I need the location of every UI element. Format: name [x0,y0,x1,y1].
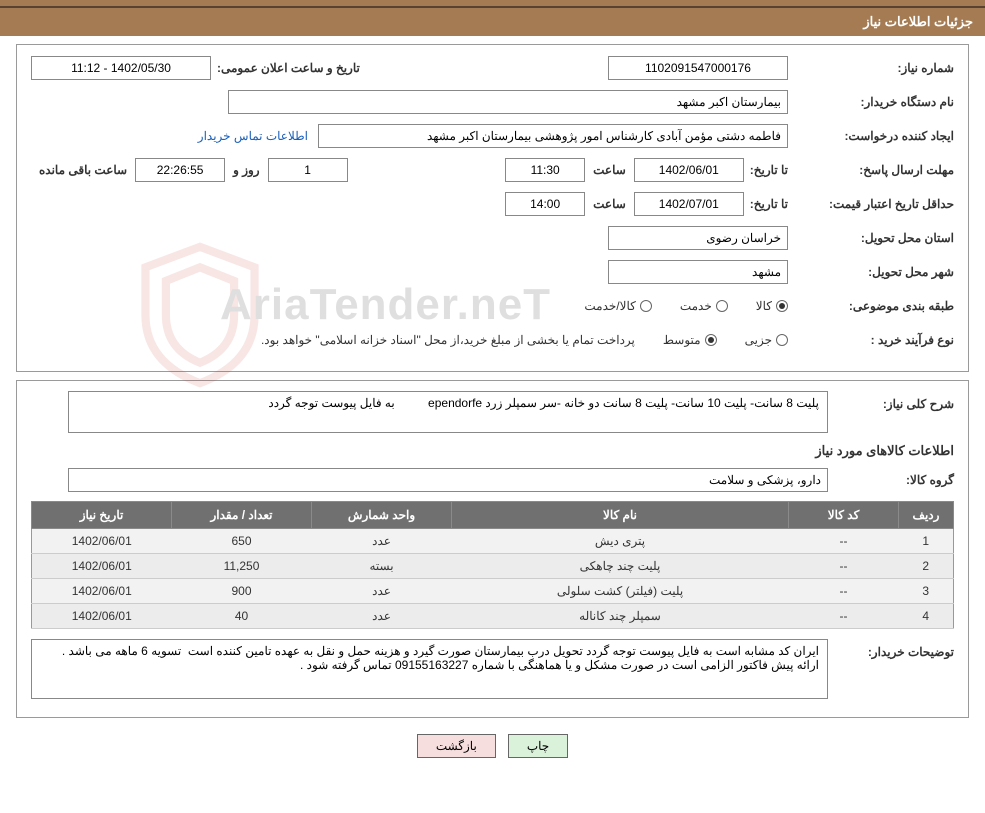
opt-kala-label: کالا [756,299,772,313]
th-qty: تعداد / مقدار [172,502,312,529]
deadline-reply-label: مهلت ارسال پاسخ: [794,163,954,177]
button-bar: چاپ بازگشت [0,734,985,758]
table-row: 1--پتری دیشعدد6501402/06/01 [32,529,954,554]
need-desc-label: شرح کلی نیاز: [834,391,954,411]
table-cell: 3 [899,579,954,604]
requester-label: ایجاد کننده درخواست: [794,129,954,143]
reply-until-date [634,158,744,182]
table-cell: پلیت (فیلتر) کشت سلولی [452,579,789,604]
th-row: ردیف [899,502,954,529]
purchase-note: پرداخت تمام یا بخشی از مبلغ خرید،از محل … [261,333,635,347]
hour-label-2: ساعت [593,197,626,211]
radio-dot-icon [776,334,788,346]
radio-khedmat[interactable]: خدمت [680,299,728,313]
table-cell: 900 [172,579,312,604]
days-remaining [268,158,348,182]
contact-link[interactable]: اطلاعات تماس خریدار [198,129,308,143]
table-cell: عدد [312,529,452,554]
radio-dot-icon [716,300,728,312]
items-header: اطلاعات کالاهای مورد نیاز [31,443,954,459]
radio-partial[interactable]: جزیی [745,333,788,347]
back-button[interactable]: بازگشت [417,734,496,758]
until-label-2: تا تاریخ: [750,197,788,211]
time-remaining [135,158,225,182]
table-cell: 650 [172,529,312,554]
opt-medium-label: متوسط [663,333,701,347]
table-cell: 1 [899,529,954,554]
table-cell: -- [789,604,899,629]
until-label-1: تا تاریخ: [750,163,788,177]
need-number-field [608,56,788,80]
buyer-notes-label: توضیحات خریدار: [834,639,954,659]
items-panel: شرح کلی نیاز: اطلاعات کالاهای مورد نیاز … [16,380,969,718]
table-cell: 11,250 [172,554,312,579]
table-row: 2--پلیت چند چاهکیبسته11,2501402/06/01 [32,554,954,579]
buyer-notes-textarea[interactable] [31,639,828,699]
requester-field [318,124,788,148]
need-number-label: شماره نیاز: [794,61,954,75]
validity-until-date [634,192,744,216]
table-cell: -- [789,554,899,579]
announce-label: تاریخ و ساعت اعلان عمومی: [217,61,360,75]
table-row: 4--سمپلر چند کانالهعدد401402/06/01 [32,604,954,629]
opt-partial-label: جزیی [745,333,772,347]
city-field [608,260,788,284]
radio-kala[interactable]: کالا [756,299,788,313]
buyer-org-label: نام دستگاه خریدار: [794,95,954,109]
goods-group-label: گروه کالا: [834,473,954,487]
table-cell: 40 [172,604,312,629]
th-name: نام کالا [452,502,789,529]
announce-field [31,56,211,80]
min-validity-label: حداقل تاریخ اعتبار قیمت: [794,197,954,211]
radio-kalakhedmat[interactable]: کالا/خدمت [584,299,651,313]
table-cell: بسته [312,554,452,579]
days-label: روز و [233,163,260,177]
buyer-org-field [228,90,788,114]
table-cell: 1402/06/01 [32,579,172,604]
city-label: شهر محل تحویل: [794,265,954,279]
hour-label-1: ساعت [593,163,626,177]
need-desc-textarea[interactable] [68,391,828,433]
province-label: استان محل تحویل: [794,231,954,245]
reply-until-time [505,158,585,182]
radio-dot-icon [705,334,717,346]
items-table: ردیف کد کالا نام کالا واحد شمارش تعداد /… [31,501,954,629]
top-stripe [0,0,985,8]
table-cell: عدد [312,579,452,604]
table-cell: 2 [899,554,954,579]
table-cell: سمپلر چند کاناله [452,604,789,629]
radio-dot-icon [640,300,652,312]
table-cell: 4 [899,604,954,629]
opt-kalakhedmat-label: کالا/خدمت [584,299,635,313]
purchase-type-label: نوع فرآیند خرید : [794,333,954,347]
th-date: تاریخ نیاز [32,502,172,529]
th-unit: واحد شمارش [312,502,452,529]
radio-dot-icon [776,300,788,312]
remaining-label: ساعت باقی مانده [39,163,127,177]
table-cell: پتری دیش [452,529,789,554]
table-cell: پلیت چند چاهکی [452,554,789,579]
table-cell: -- [789,579,899,604]
opt-khedmat-label: خدمت [680,299,712,313]
print-button[interactable]: چاپ [508,734,568,758]
details-panel: AriaTender.neT شماره نیاز: تاریخ و ساعت … [16,44,969,372]
table-cell: -- [789,529,899,554]
province-field [608,226,788,250]
table-cell: 1402/06/01 [32,529,172,554]
panel-header: جزئیات اطلاعات نیاز [0,8,985,36]
table-cell: 1402/06/01 [32,554,172,579]
table-row: 3--پلیت (فیلتر) کشت سلولیعدد9001402/06/0… [32,579,954,604]
table-cell: 1402/06/01 [32,604,172,629]
validity-until-time [505,192,585,216]
radio-medium[interactable]: متوسط [663,333,717,347]
category-label: طبقه بندی موضوعی: [794,299,954,313]
table-cell: عدد [312,604,452,629]
th-code: کد کالا [789,502,899,529]
goods-group-field [68,468,828,492]
